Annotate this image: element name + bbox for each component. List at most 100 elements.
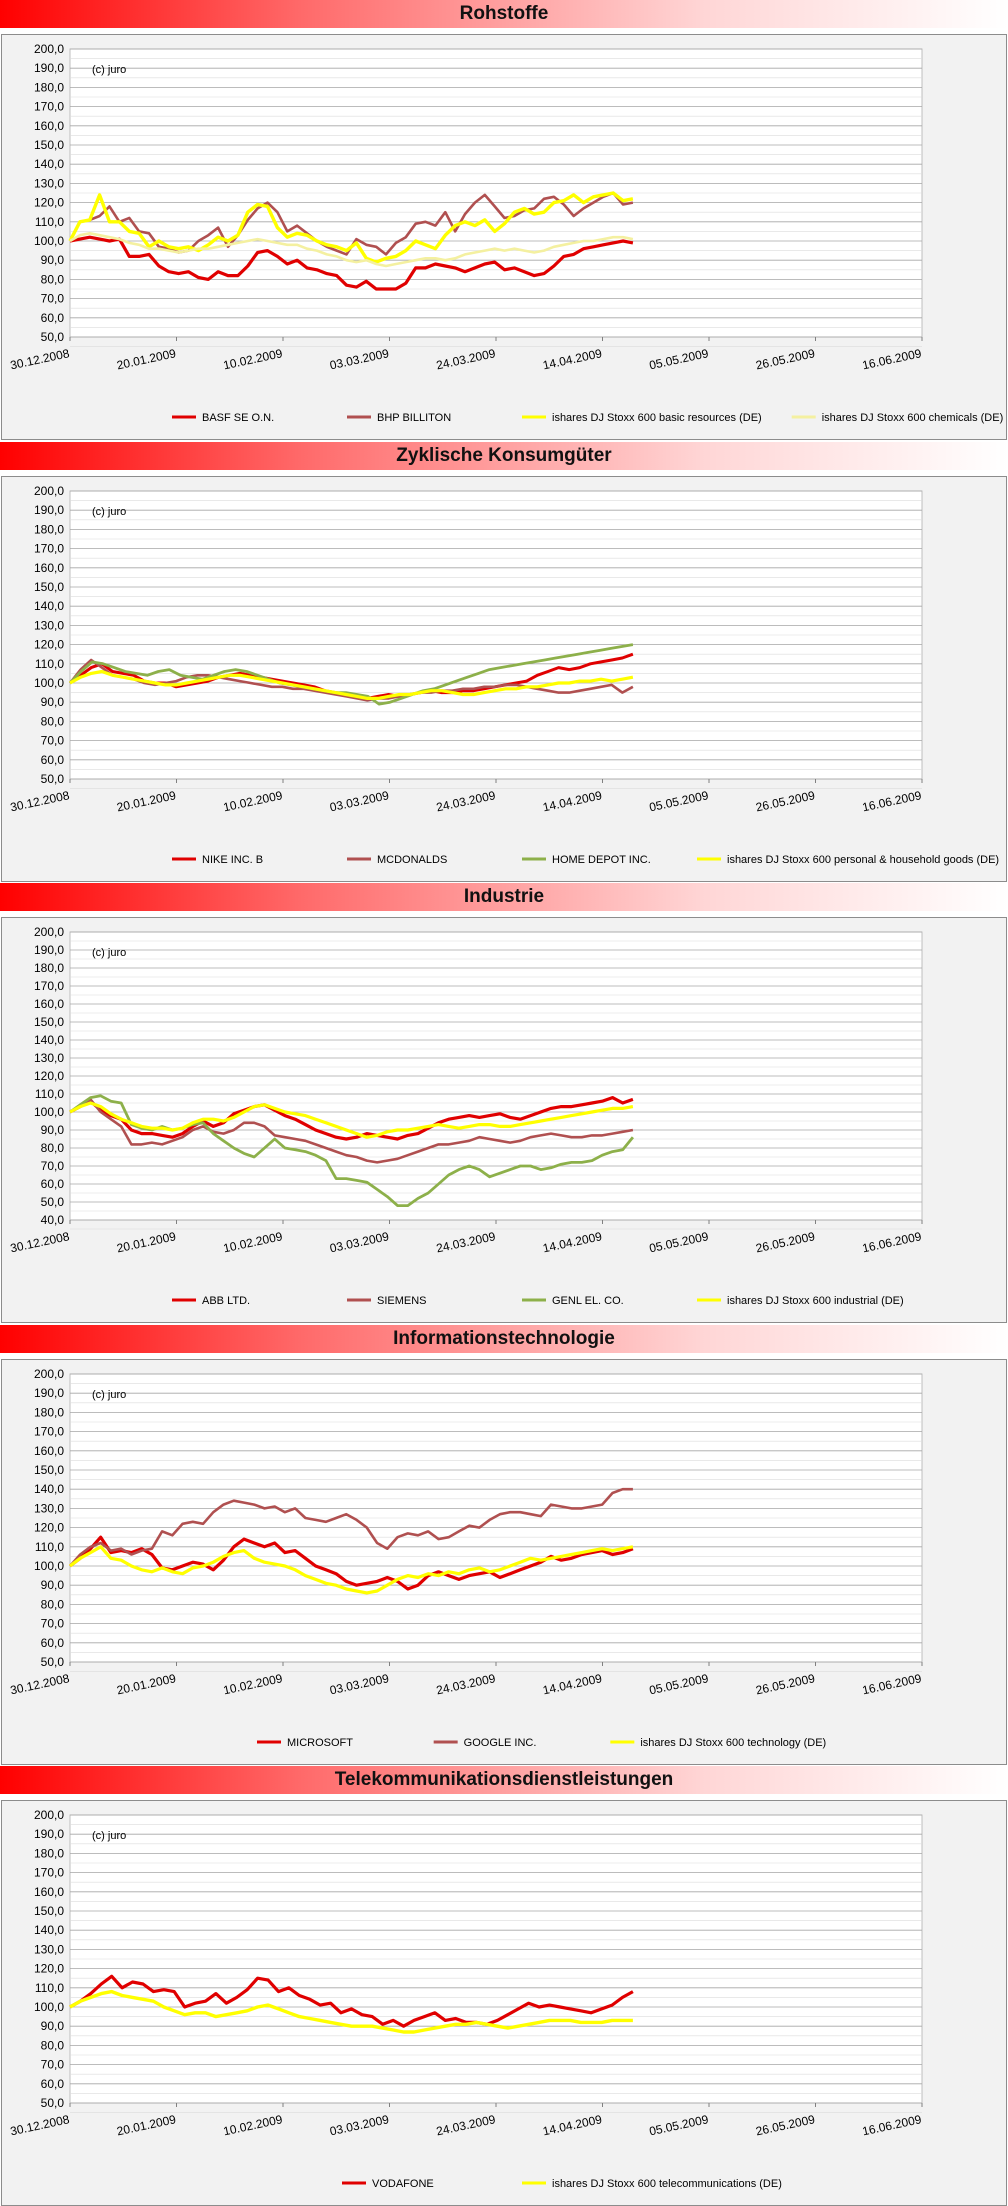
series-line — [69, 1101, 634, 1139]
y-tick-label: 170,0 — [34, 1866, 64, 1880]
x-tick-label: 03.03.2009 — [328, 1671, 390, 1697]
chart-area: 50,0 60,0 70,0 80,0 90,0 100,0 110,0 120,0 130,0… — [1, 475, 1007, 882]
x-tick-label: 26.05.2009 — [754, 1229, 816, 1255]
chart-svg: 50,0 60,0 70,0 80,0 90,0 100,0 110,0 120,0 130,0… — [9, 1367, 923, 1749]
y-tick-label: 120,0 — [34, 637, 64, 651]
x-tick-label: 16.06.2009 — [861, 1229, 923, 1255]
y-tick-label: 190,0 — [34, 503, 64, 517]
y-tick-label: 160,0 — [34, 1885, 64, 1899]
chart-title: Informationstechnologie — [393, 1327, 615, 1349]
series-line — [69, 235, 634, 291]
chart-area: 50,0 60,0 70,0 80,0 90,0 100,0 110,0 120,0 130,0… — [1, 34, 1007, 440]
chart-title: Industrie — [463, 886, 545, 907]
y-tick-label: 60,0 — [41, 2077, 65, 2091]
y-tick-label: 70,0 — [41, 1159, 65, 1173]
legend-label: MICROSOFT — [287, 1737, 353, 1749]
legend-label: GENL EL. CO. — [552, 1295, 624, 1307]
x-tick-label: 03.03.2009 — [328, 1229, 390, 1255]
y-tick-label: 90,0 — [41, 253, 65, 267]
series-line — [69, 1974, 634, 2028]
y-tick-label: 140,0 — [34, 599, 64, 613]
y-tick-label: 180,0 — [34, 1846, 64, 1860]
chart-svg: 50,0 60,0 70,0 80,0 90,0 100,0 110,0 120,0 130,0… — [9, 484, 999, 866]
series-line — [69, 1487, 633, 1567]
y-tick-label: 70,0 — [41, 2058, 65, 2072]
chart-title: Telekommunikationsdienstleistungen — [334, 1769, 674, 1790]
y-tick-label: 180,0 — [34, 961, 64, 975]
y-tick-label: 110,0 — [35, 1539, 64, 1553]
x-tick-label: 10.02.2009 — [222, 1229, 284, 1255]
chart-area: 50,0 60,0 70,0 80,0 90,0 100,0 110,0 120,0 130,0… — [1, 1800, 1007, 2206]
x-tick-label: 14.04.2009 — [541, 1229, 603, 1255]
y-tick-label: 50,0 — [41, 1655, 65, 1669]
y-tick-label: 150,0 — [34, 1463, 64, 1477]
watermark-text: (c) juro — [92, 1389, 126, 1401]
x-tick-label: 20.01.2009 — [115, 1229, 177, 1255]
y-tick-label: 120,0 — [34, 1069, 64, 1083]
y-tick-label: 140,0 — [34, 1923, 64, 1937]
watermark-text: (c) juro — [92, 947, 126, 959]
x-tick-label: 05.05.2009 — [648, 1671, 710, 1697]
x-tick-label: 10.02.2009 — [222, 346, 284, 372]
y-tick-label: 60,0 — [41, 311, 65, 325]
y-tick-label: 120,0 — [34, 1962, 64, 1976]
y-tick-label: 100,0 — [34, 1105, 64, 1119]
y-tick-label: 160,0 — [34, 119, 64, 133]
y-tick-label: 90,0 — [41, 1578, 65, 1592]
x-tick-label: 14.04.2009 — [541, 788, 603, 814]
series-line — [69, 1989, 633, 2034]
section-title-banner: Zyklische Konsumgüter — [0, 441, 1008, 470]
y-tick-label: 80,0 — [41, 1597, 65, 1611]
y-tick-label: 50,0 — [41, 1195, 65, 1209]
y-tick-label: 140,0 — [34, 1033, 64, 1047]
x-tick-label: 24.03.2009 — [435, 2112, 497, 2138]
x-tick-label: 03.03.2009 — [328, 346, 390, 372]
y-tick-label: 50,0 — [41, 772, 65, 786]
x-tick-label: 20.01.2009 — [115, 788, 177, 814]
y-tick-label: 170,0 — [34, 979, 64, 993]
series-line — [68, 642, 634, 706]
y-tick-label: 140,0 — [34, 1482, 64, 1496]
legend-label: SIEMENS — [377, 1295, 427, 1307]
y-tick-label: 130,0 — [34, 1051, 64, 1065]
section-title-banner: Industrie — [0, 883, 1008, 911]
y-tick-label: 110,0 — [35, 1087, 64, 1101]
y-tick-label: 130,0 — [34, 1942, 64, 1956]
chart-area: 40,0 50,0 60,0 70,0 80,0 90,0 100,0 110,0 120,0 1… — [1, 917, 1007, 1323]
y-tick-label: 150,0 — [34, 1904, 64, 1918]
y-tick-label: 100,0 — [34, 1559, 64, 1573]
x-tick-label: 30.12.2008 — [9, 788, 71, 814]
legend-label: ishares DJ Stoxx 600 technology (DE) — [640, 1737, 826, 1749]
x-tick-label: 24.03.2009 — [435, 788, 497, 814]
y-tick-label: 170,0 — [34, 1424, 64, 1438]
legend-label: ishares DJ Stoxx 600 basic resources (DE… — [552, 412, 762, 424]
y-tick-label: 200,0 — [34, 1808, 64, 1822]
y-tick-label: 60,0 — [41, 1635, 65, 1649]
chart-area: 50,0 60,0 70,0 80,0 90,0 100,0 110,0 120,0 130,0… — [1, 1358, 1007, 1765]
x-tick-label: 26.05.2009 — [754, 1671, 816, 1697]
legend-label: ishares DJ Stoxx 600 personal & househol… — [727, 854, 999, 866]
section-title-banner: Informationstechnologie — [0, 1324, 1008, 1353]
y-tick-label: 170,0 — [34, 541, 64, 555]
legend-label: ishares DJ Stoxx 600 chemicals (DE) — [822, 412, 1004, 424]
y-tick-label: 90,0 — [41, 1123, 65, 1137]
y-tick-label: 50,0 — [41, 2096, 65, 2110]
x-tick-label: 20.01.2009 — [115, 2112, 177, 2138]
y-tick-label: 130,0 — [34, 1501, 64, 1515]
y-tick-label: 150,0 — [34, 580, 64, 594]
y-tick-label: 80,0 — [41, 1141, 65, 1155]
chart-svg: 50,0 60,0 70,0 80,0 90,0 100,0 110,0 120,0 130,0… — [9, 1808, 923, 2190]
y-tick-label: 100,0 — [34, 676, 64, 690]
y-tick-label: 40,0 — [41, 1213, 65, 1227]
legend-label: GOOGLE INC. — [464, 1737, 537, 1749]
legend-label: BASF SE O.N. — [202, 412, 274, 424]
x-tick-label: 16.06.2009 — [861, 346, 923, 372]
y-tick-label: 70,0 — [41, 733, 65, 747]
y-tick-label: 180,0 — [34, 80, 64, 94]
legend-label: ishares DJ Stoxx 600 telecommunications … — [552, 2178, 782, 2190]
x-tick-label: 30.12.2008 — [9, 2112, 71, 2138]
y-tick-label: 100,0 — [34, 2000, 64, 2014]
x-tick-label: 16.06.2009 — [861, 1671, 923, 1697]
y-tick-label: 150,0 — [34, 1015, 64, 1029]
y-tick-label: 150,0 — [34, 138, 64, 152]
